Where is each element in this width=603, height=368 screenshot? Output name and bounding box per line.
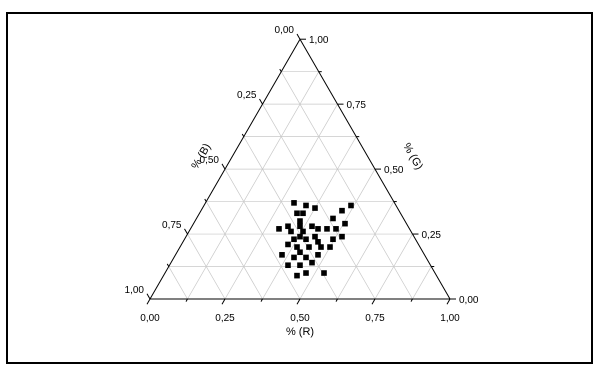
r-tick xyxy=(446,298,451,305)
r-tick xyxy=(296,298,301,305)
r-tick-label: 0,75 xyxy=(365,313,385,324)
grid-line-r xyxy=(299,168,376,300)
data-point xyxy=(297,233,303,240)
data-point xyxy=(339,207,345,214)
b-tick-label: 1,00 xyxy=(125,285,145,296)
grid-line-b xyxy=(224,168,301,300)
data-point xyxy=(315,239,321,245)
data-point xyxy=(312,233,318,240)
data-point xyxy=(315,252,321,258)
data-point xyxy=(309,259,315,266)
data-point xyxy=(342,220,348,227)
g-tick-label: 0,25 xyxy=(422,230,442,241)
b-tick-label: 0,25 xyxy=(237,90,257,101)
data-point xyxy=(324,226,330,232)
r-tick xyxy=(371,298,376,305)
data-point xyxy=(333,226,339,232)
data-point xyxy=(288,228,294,235)
b-tick xyxy=(279,68,282,72)
r-tick-label: 0,00 xyxy=(140,313,160,324)
tick-marks xyxy=(146,33,456,305)
data-point xyxy=(297,249,303,256)
data-point xyxy=(315,226,321,232)
data-point xyxy=(276,226,282,232)
b-tick xyxy=(259,98,263,105)
data-point xyxy=(321,270,327,276)
data-point xyxy=(309,223,315,230)
data-point xyxy=(297,218,303,224)
data-point xyxy=(339,233,345,240)
r-tick xyxy=(146,298,151,305)
data-point xyxy=(291,236,297,243)
b-tick xyxy=(184,228,188,235)
b-tick-label: 0,50 xyxy=(200,155,220,166)
data-point xyxy=(297,223,303,230)
data-point xyxy=(300,228,306,235)
grid-line-r xyxy=(187,71,320,300)
b-tick xyxy=(146,293,151,300)
r-axis-title: % (R) xyxy=(286,326,314,338)
data-point xyxy=(279,252,285,258)
data-point xyxy=(294,244,300,250)
data-point xyxy=(303,270,309,276)
data-point xyxy=(303,202,309,209)
data-point xyxy=(294,272,300,279)
grid-line-b xyxy=(280,71,413,300)
data-point xyxy=(291,254,297,261)
grid-line-r xyxy=(337,201,395,300)
g-tick-label: 0,75 xyxy=(347,100,367,111)
b-tick xyxy=(241,133,245,137)
r-tick xyxy=(221,298,226,305)
data-point xyxy=(330,215,336,222)
b-tick xyxy=(221,163,226,170)
data-point xyxy=(300,210,306,217)
g-tick-label: 0,50 xyxy=(384,165,404,176)
data-point xyxy=(312,205,318,211)
b-tick xyxy=(296,33,301,40)
data-point xyxy=(330,236,336,243)
g-tick-label: 0,00 xyxy=(459,295,479,306)
grid-line-b xyxy=(168,266,188,300)
data-point xyxy=(285,262,291,269)
r-tick xyxy=(185,298,188,302)
grid-line-r xyxy=(262,136,357,300)
data-point xyxy=(285,241,291,248)
data-point xyxy=(294,210,300,217)
r-tick xyxy=(260,298,263,302)
data-point xyxy=(327,244,333,250)
b-tick-label: 0,75 xyxy=(162,220,182,231)
data-point xyxy=(291,200,297,206)
b-tick xyxy=(166,263,170,267)
data-point xyxy=(306,244,312,250)
b-tick xyxy=(204,198,207,202)
r-tick xyxy=(410,298,413,302)
b-tick-label: 0,00 xyxy=(275,25,295,36)
g-tick-label: 1,00 xyxy=(309,35,329,46)
grid-line-b xyxy=(205,201,263,300)
r-tick-label: 0,25 xyxy=(215,313,235,324)
chart-frame xyxy=(6,12,593,364)
tick-labels: 0,00 0,00 0,00 0,25 0,25 0,25 0,50 0,50 0,50 0,75… xyxy=(125,25,479,324)
grid-line-r xyxy=(374,233,413,300)
data-point xyxy=(318,244,324,250)
data-point xyxy=(348,202,354,209)
g-axis-title: % (G) xyxy=(400,141,425,172)
grid-line-b xyxy=(187,233,226,300)
data-point xyxy=(303,254,309,261)
data-point xyxy=(285,223,291,230)
r-tick-label: 0,50 xyxy=(290,313,310,324)
data-point xyxy=(297,262,303,269)
data-point xyxy=(303,236,309,243)
r-tick-label: 1,00 xyxy=(440,313,460,324)
r-tick xyxy=(335,298,338,302)
data-points xyxy=(276,200,354,279)
grid-line-r xyxy=(412,266,432,300)
